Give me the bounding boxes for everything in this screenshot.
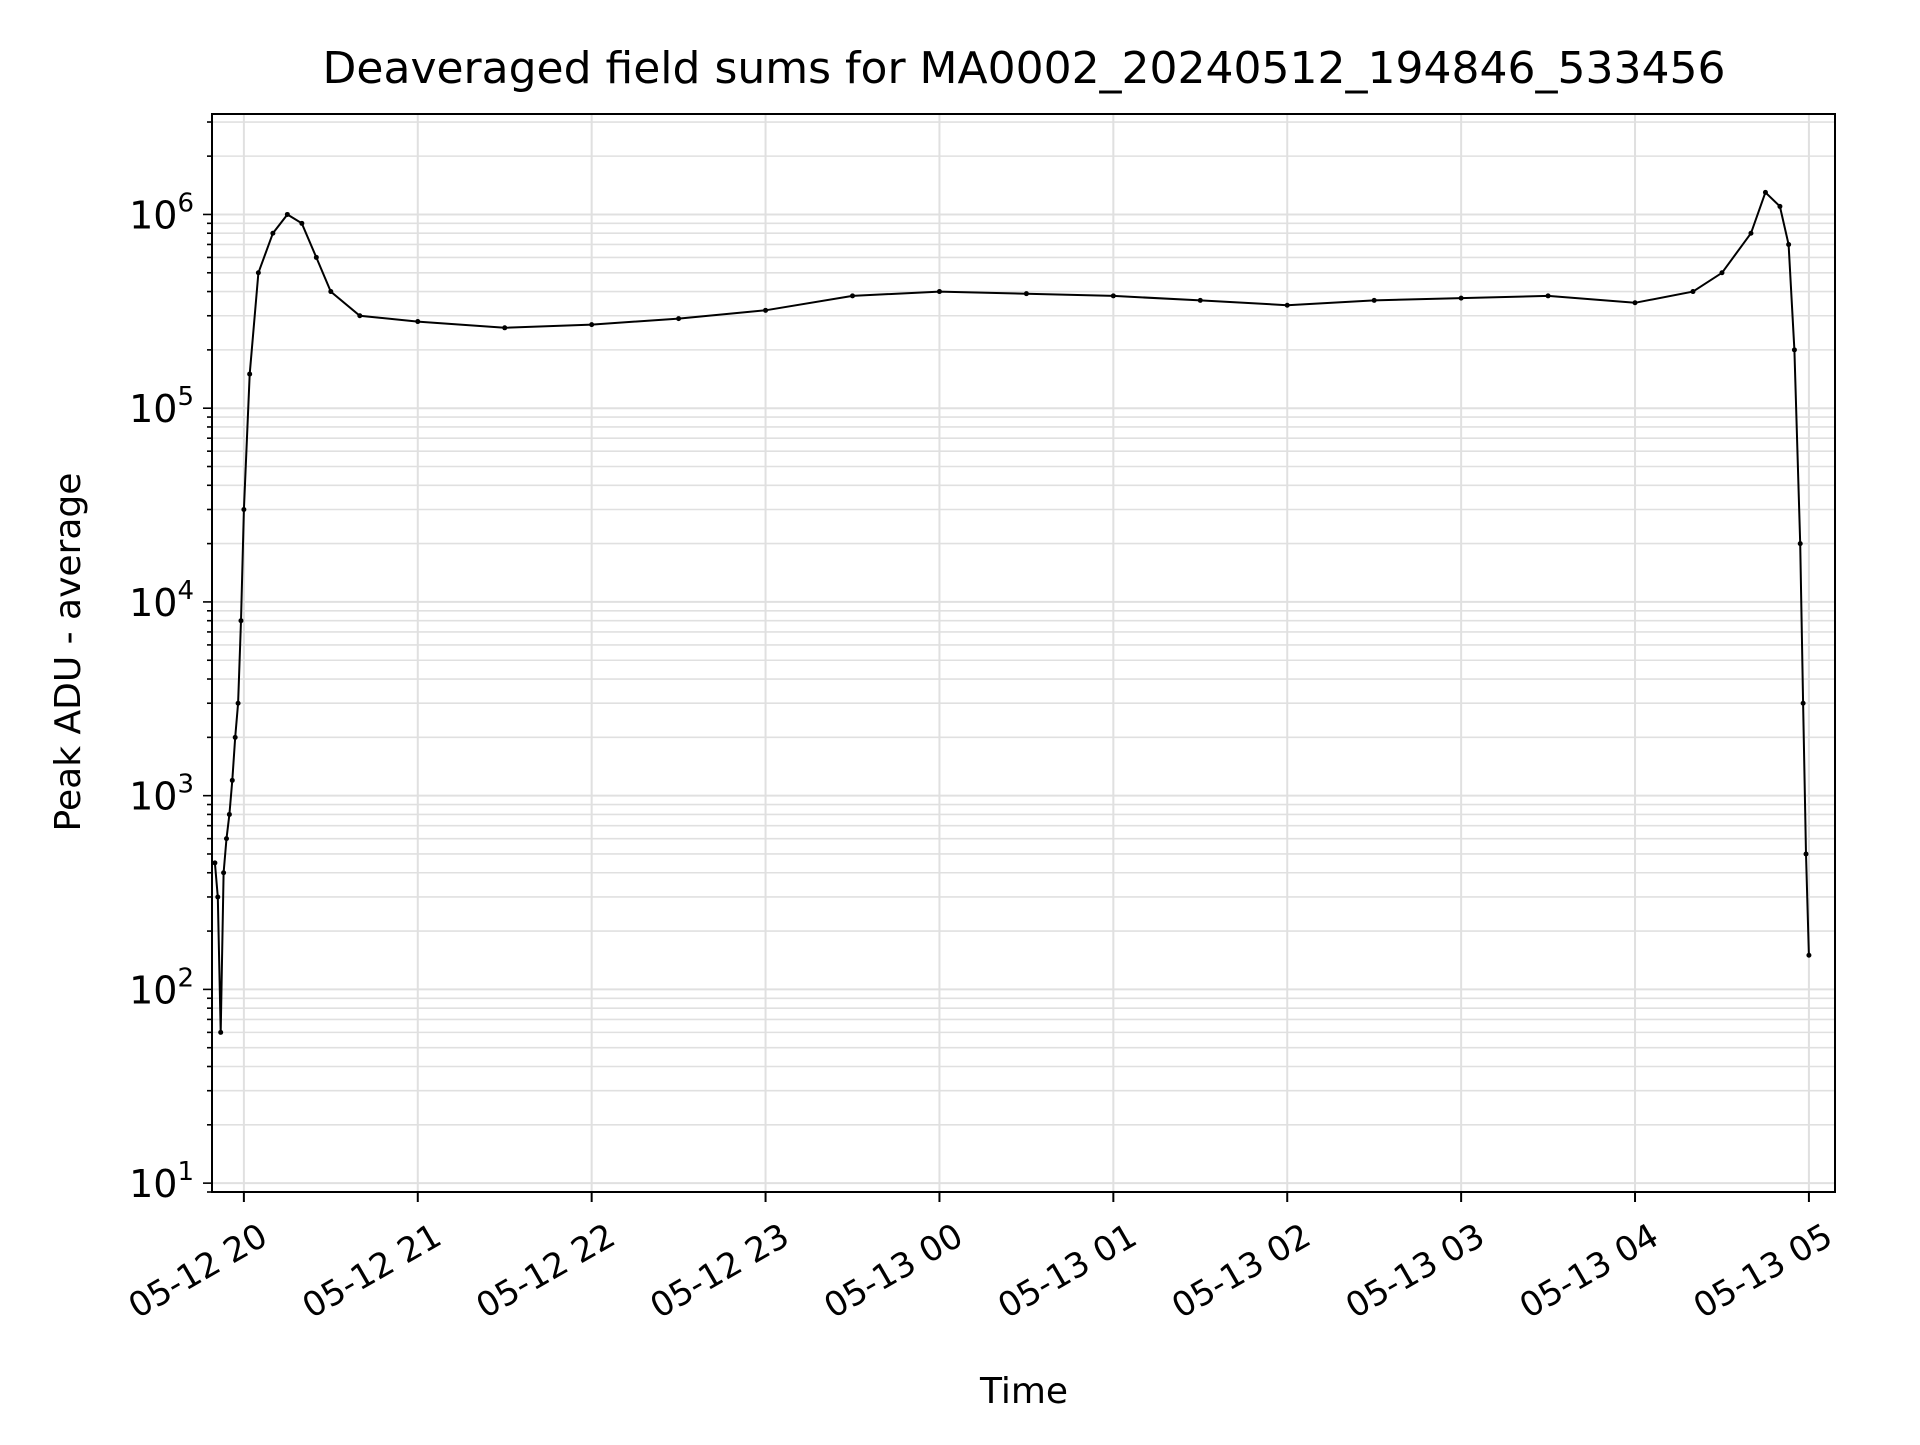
- data-point: [1719, 270, 1725, 276]
- y-tick-label: 101: [129, 1157, 194, 1206]
- x-tick-label: 05-13 02: [1165, 1216, 1317, 1327]
- data-point: [255, 270, 261, 276]
- data-point: [1197, 297, 1203, 303]
- series-layer: [212, 189, 1812, 1035]
- data-point: [1284, 302, 1290, 308]
- data-point: [215, 894, 221, 900]
- data-point: [589, 322, 595, 328]
- y-tick-label: 104: [129, 576, 194, 625]
- data-point: [1806, 952, 1812, 958]
- data-point: [1786, 241, 1792, 247]
- data-point: [1777, 203, 1783, 209]
- data-point: [313, 254, 319, 260]
- chart-title: Deaveraged field sums for MA0002_2024051…: [323, 43, 1726, 94]
- data-point: [284, 211, 290, 217]
- data-point: [235, 700, 241, 706]
- x-tick-label: 05-13 05: [1687, 1216, 1839, 1327]
- data-point: [1803, 851, 1809, 857]
- data-point: [299, 220, 305, 226]
- y-tick-exponent: 1: [177, 1157, 194, 1187]
- x-axis-label: Time: [979, 1371, 1068, 1412]
- y-tick-exponent: 2: [177, 963, 194, 993]
- x-tick-label: 05-12 21: [296, 1216, 448, 1327]
- data-point: [1632, 300, 1638, 306]
- y-tick-base: 10: [129, 387, 177, 431]
- data-point: [241, 506, 247, 512]
- x-tick-label: 05-13 04: [1513, 1216, 1665, 1327]
- y-axis-label: Peak ADU - average: [48, 473, 89, 832]
- data-point: [229, 777, 235, 783]
- y-tick-base: 10: [129, 1162, 177, 1206]
- data-point: [218, 1029, 224, 1035]
- y-tick-label: 102: [129, 963, 194, 1012]
- y-tick-exponent: 5: [177, 382, 194, 412]
- grid: [212, 114, 1835, 1193]
- x-tick-label: 05-12 23: [644, 1216, 796, 1327]
- data-point: [357, 313, 363, 319]
- data-point: [223, 836, 229, 842]
- x-tick-label: 05-13 01: [991, 1216, 1143, 1327]
- y-tick-base: 10: [129, 968, 177, 1012]
- data-point: [1791, 347, 1797, 353]
- data-point: [763, 307, 769, 313]
- data-point: [1023, 291, 1029, 297]
- x-tick-label: 05-13 03: [1339, 1216, 1491, 1327]
- data-point: [1690, 289, 1696, 295]
- y-tick-label: 105: [129, 382, 194, 431]
- data-point: [1110, 293, 1116, 299]
- y-tick-base: 10: [129, 581, 177, 625]
- x-tick-label: 05-13 00: [817, 1216, 969, 1327]
- data-point: [221, 870, 227, 876]
- data-point: [232, 734, 238, 740]
- data-point: [328, 289, 334, 295]
- y-tick-exponent: 4: [177, 576, 194, 606]
- data-point: [1800, 700, 1806, 706]
- series-line: [213, 190, 1810, 1033]
- y-tick-label: 106: [129, 188, 194, 237]
- x-tick-label: 05-12 22: [470, 1216, 622, 1327]
- y-tick-base: 10: [129, 775, 177, 819]
- data-point: [1545, 293, 1551, 299]
- data-point: [936, 289, 942, 295]
- data-point: [1762, 189, 1768, 195]
- y-tick-exponent: 3: [177, 770, 194, 800]
- data-point: [1797, 541, 1803, 547]
- x-axis: 05-12 20 05-12 21 05-12 22 05-12 23 05-13 00…: [122, 1192, 1839, 1327]
- plot-frame: [211, 113, 1836, 1193]
- data-point: [212, 860, 218, 866]
- data-point: [1371, 297, 1377, 303]
- data-point: [1748, 230, 1754, 236]
- data-point: [238, 618, 244, 624]
- data-point: [247, 371, 253, 377]
- y-tick-exponent: 6: [177, 188, 194, 218]
- data-point: [415, 319, 421, 325]
- data-point: [270, 230, 276, 236]
- data-point: [676, 316, 682, 322]
- y-tick-base: 10: [129, 193, 177, 237]
- data-point: [226, 811, 232, 817]
- x-tick-label: 05-12 20: [122, 1216, 274, 1327]
- data-point: [1458, 295, 1464, 301]
- data-point: [850, 293, 856, 299]
- y-tick-label: 103: [129, 770, 194, 819]
- data-point: [502, 325, 508, 331]
